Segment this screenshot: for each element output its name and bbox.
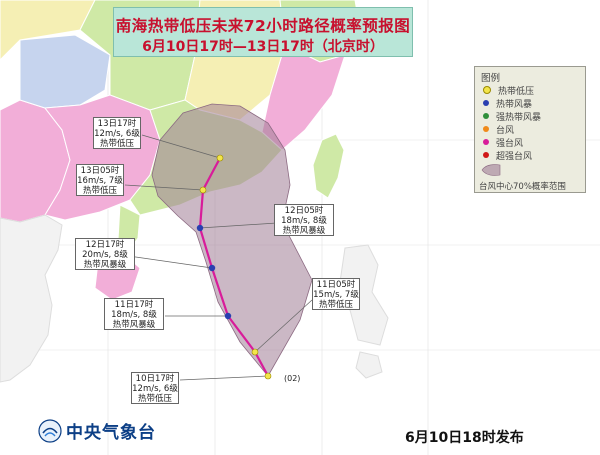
- track-point-12d17h: [196, 224, 204, 232]
- forecast-label-11d05h: 11日05时 15m/s, 7级 热带低压: [312, 278, 360, 310]
- legend-item-label: 热带风暴: [496, 99, 533, 110]
- map-subtitle: 6月10日17时—13日17时（北京时）: [142, 39, 384, 55]
- legend-item: 强热带风暴: [483, 110, 542, 123]
- forecast-category: 热带风暴级: [282, 226, 326, 236]
- forecast-time: 13日05时: [80, 166, 120, 176]
- forecast-label-12d17h: 12日17时 20m/s, 8级 热带风暴级: [75, 238, 135, 270]
- legend-item: 热带低压: [483, 84, 535, 97]
- forecast-label-11d17h: 11日17时 18m/s, 8级 热带风暴级: [104, 298, 164, 330]
- legend-item: 热带风暴: [483, 97, 533, 110]
- legend-dot-icon: [483, 126, 489, 132]
- forecast-category: 热带低压: [82, 186, 117, 196]
- legend-item-label: 热带低压: [498, 86, 535, 97]
- forecast-label-13d17h: 13日17时 12m/s, 6级 热带低压: [93, 117, 141, 149]
- forecast-category: 热带低压: [99, 139, 134, 149]
- track-point-13d05h: [199, 186, 207, 194]
- forecast-category: 热带风暴级: [112, 320, 156, 330]
- forecast-time: 11日05时: [316, 280, 356, 290]
- land-indochina: [0, 214, 63, 383]
- legend-dot-icon: [483, 113, 489, 119]
- probability-legend-label: 台风中心70%概率范围: [479, 182, 566, 192]
- legend-item-label: 超强台风: [496, 151, 533, 162]
- legend-item: 强台风: [483, 136, 524, 149]
- leader-lines: [114, 134, 313, 381]
- forecast-time: 13日17时: [97, 119, 137, 129]
- forecast-label-10d17h: 10日17时 12m/s, 6级 热带低压: [131, 372, 179, 404]
- island-taiwan: [312, 133, 345, 199]
- track-point-10d17h: [264, 372, 272, 380]
- cma-logo: 中央气象台: [38, 418, 156, 443]
- legend-dot-icon: [483, 86, 491, 94]
- forecast-category: 热带低压: [318, 300, 353, 310]
- forecast-time: 10日17时: [135, 374, 175, 384]
- forecast-speed: 12m/s, 6级: [94, 129, 140, 139]
- issue-time: 6月10日18时发布: [405, 430, 524, 446]
- forecast-label-12d05h: 12日05时 18m/s, 8级 热带风暴级: [274, 204, 334, 236]
- land-mindoro-islands: [355, 351, 383, 379]
- legend-dot-icon: [483, 152, 489, 158]
- legend-item-label: 台风: [496, 125, 515, 136]
- forecast-speed: 18m/s, 8级: [281, 216, 327, 226]
- forecast-category: 热带低压: [137, 394, 172, 404]
- province-guizhou: [19, 34, 111, 109]
- legend-dot-icon: [483, 139, 489, 145]
- legend-item: 台风: [483, 123, 515, 136]
- legend-item-label: 强台风: [496, 138, 524, 149]
- probability-swatch-icon: [481, 164, 501, 176]
- map-title-box: 南海热带低压未来72小时路径概率预报图 6月10日17时—13日17时（北京时）: [113, 7, 413, 57]
- track-point-11d17h: [224, 312, 232, 320]
- legend-dot-icon: [483, 100, 489, 106]
- legend-item: 超强台风: [483, 149, 533, 162]
- legend-heading: 图例: [481, 73, 501, 84]
- forecast-time: 11日17时: [114, 300, 154, 310]
- forecast-speed: 20m/s, 8级: [82, 250, 128, 260]
- map-title: 南海热带低压未来72小时路径概率预报图: [115, 17, 411, 35]
- forecast-time: 12日05时: [284, 206, 324, 216]
- cma-logo-text: 中央气象台: [66, 423, 156, 443]
- forecast-speed: 15m/s, 7级: [313, 290, 359, 300]
- track-point-13d17h: [216, 154, 224, 162]
- forecast-speed: 16m/s, 7级: [77, 176, 123, 186]
- forecast-speed: 18m/s, 8级: [111, 310, 157, 320]
- track-point-12d05h: [208, 264, 216, 272]
- forecast-time: 12日17时: [85, 240, 125, 250]
- province-sichuan: [0, 0, 96, 61]
- cma-emblem-icon: [38, 418, 62, 443]
- forecast-speed: 12m/s, 6级: [132, 384, 178, 394]
- legend-item-label: 强热带风暴: [496, 112, 542, 123]
- storm-id-label: (02): [284, 374, 301, 383]
- province-fujian: [261, 44, 346, 151]
- forecast-category: 热带风暴级: [83, 260, 127, 270]
- legend-panel: 图例 热带低压 热带风暴 强热带风暴 台风 强台风 超强台风 台风中心70%概率…: [474, 66, 586, 193]
- track-point-11d05h: [251, 348, 259, 356]
- forecast-label-13d05h: 13日05时 16m/s, 7级 热带低压: [76, 164, 124, 196]
